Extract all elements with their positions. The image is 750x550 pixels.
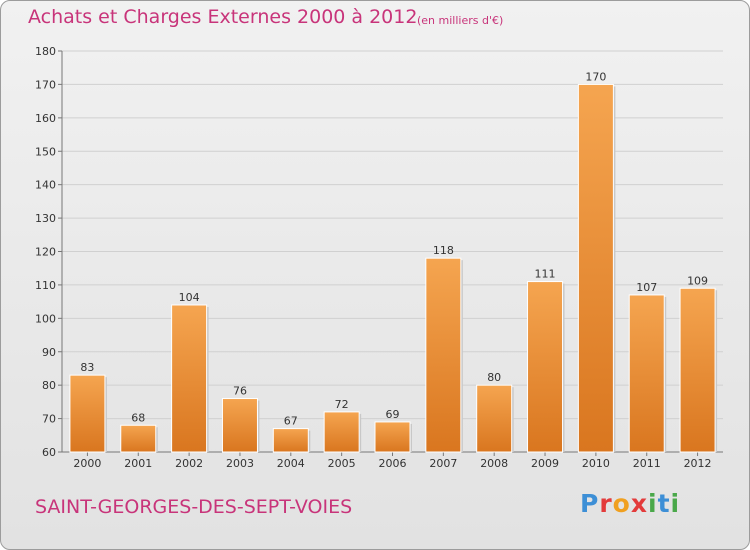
value-label: 80 [487,371,501,384]
logo-letter: P [580,489,600,518]
value-label: 72 [335,398,349,411]
chart-unit: (en milliers d'€) [417,14,504,27]
x-tick-label: 2000 [73,457,101,470]
value-label: 67 [284,415,298,428]
bar-2009 [527,281,564,453]
y-tick-label: 60 [42,446,56,459]
x-tick-label: 2001 [124,457,152,470]
bar-2007 [425,257,462,453]
x-tick-label: 2004 [277,457,305,470]
value-label: 111 [535,268,556,281]
x-tick-label: 2003 [226,457,254,470]
bar-2006 [374,421,411,453]
y-tick-label: 110 [35,279,56,292]
bar-2004 [272,428,309,453]
value-label: 69 [386,408,400,421]
y-tick-label: 120 [35,246,56,259]
y-tick-label: 90 [42,346,56,359]
y-tick-label: 160 [35,112,56,125]
y-tick-label: 170 [35,78,56,91]
x-tick-label: 2006 [379,457,407,470]
value-label: 76 [233,385,247,398]
y-tick-label: 140 [35,179,56,192]
grid-lines [62,50,723,453]
value-label: 107 [636,281,657,294]
bar-2010 [577,83,614,453]
y-tick-label: 80 [42,379,56,392]
bar-2005 [323,411,360,453]
bar-2001 [120,424,157,453]
x-tick-label: 2012 [684,457,712,470]
value-label: 83 [80,361,94,374]
logo-letter: r [599,489,613,518]
logo-letter: t [657,489,671,518]
x-tick-label: 2010 [582,457,610,470]
y-tick-label: 70 [42,413,56,426]
y-tick-label: 180 [35,45,56,58]
proxiti-logo: Proxiti [580,489,680,518]
bar-2008 [476,384,513,453]
logo-letter: o [612,489,631,518]
bar-2002 [171,304,208,453]
logo-letter: x [630,489,648,518]
bars [69,83,718,453]
value-label: 68 [131,411,145,424]
labels: 60 70 80 90 100 110 120 130 140 150 160 170 180 83 200… [35,45,712,470]
bar-2000 [69,374,106,453]
x-tick-label: 2008 [480,457,508,470]
value-label: 104 [179,291,200,304]
y-tick-label: 150 [35,145,56,158]
bar-2003 [221,398,258,453]
x-tick-label: 2007 [429,457,457,470]
bar-2012 [679,287,716,453]
y-tick-label: 130 [35,212,56,225]
value-label: 118 [433,244,454,257]
axes [58,50,723,456]
bar-2011 [628,294,665,453]
x-tick-label: 2009 [531,457,559,470]
chart-title: Achats et Charges Externes 2000 à 2012 [28,6,418,28]
logo-letter: i [648,489,658,518]
x-tick-label: 2002 [175,457,203,470]
value-label: 170 [585,70,606,83]
x-tick-label: 2005 [328,457,356,470]
value-label: 109 [687,274,708,287]
y-tick-label: 100 [35,312,56,325]
commune-name: SAINT-GEORGES-DES-SEPT-VOIES [35,496,353,518]
logo-letter: i [670,489,681,518]
x-tick-label: 2011 [633,457,661,470]
